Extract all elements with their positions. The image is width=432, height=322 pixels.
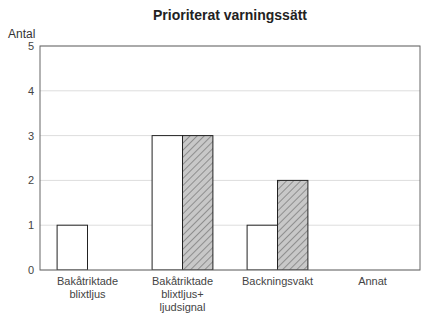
grid-line [40,180,420,181]
grid-line [40,225,420,226]
y-tick-label: 1 [28,219,34,231]
grid-line [40,90,420,91]
y-tick-label: 0 [28,264,34,276]
bar [183,136,213,270]
chart-title: Prioriterat varningssätt [153,7,307,23]
x-tick-label: Annat [358,275,387,287]
chart-svg: Prioriterat varningssätt Antal 0 1 2 3 4 5 Bakåt… [0,0,432,322]
grid-line [40,135,420,136]
y-axis-label: Antal [8,27,35,41]
bar [278,180,308,270]
y-tick-label: 2 [28,174,34,186]
x-tick-label: Backningsvakt [242,275,313,287]
x-tick-label: Bakåtriktadeblixtljus [57,275,118,300]
y-tick-label: 3 [28,130,34,142]
chart-container: Prioriterat varningssätt Antal 0 1 2 3 4 5 Bakåt… [0,0,432,322]
bars [57,136,308,270]
y-tick-label: 4 [28,85,34,97]
bar [247,225,277,270]
bar [57,225,87,270]
plot-frame [40,46,420,270]
y-tick-label: 5 [28,40,34,52]
bar [152,136,182,270]
x-tick-label: Bakåtriktadeblixtljus+ljudsignal [152,275,213,313]
